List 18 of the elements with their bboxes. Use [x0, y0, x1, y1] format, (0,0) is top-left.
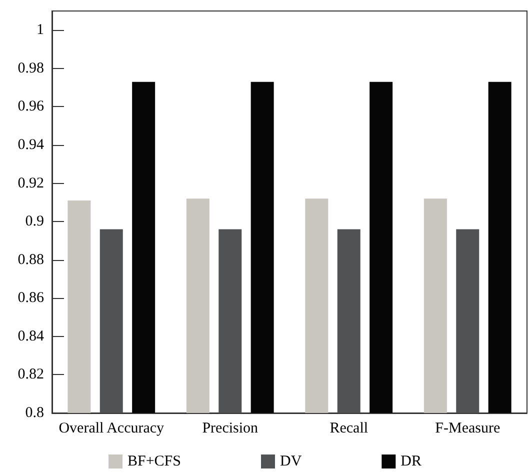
y-tick-label: 0.94: [18, 137, 44, 153]
y-tick-label: 0.88: [18, 252, 44, 268]
y-tick-label: 0.86: [18, 290, 44, 306]
y-tick-label: 1: [36, 22, 44, 38]
x-tick-label: Recall: [330, 420, 368, 436]
y-tick-label: 0.82: [18, 366, 44, 383]
legend-label: DR: [400, 454, 422, 470]
y-tick-label: 0.92: [18, 175, 44, 192]
y-tick-label: 0.8: [25, 405, 44, 421]
x-tick-label: F-Measure: [435, 420, 500, 436]
y-tick-label: 0.98: [18, 60, 44, 76]
y-tick-label: 0.96: [18, 98, 44, 115]
y-tick-label: 0.84: [18, 328, 44, 344]
x-tick-label: Precision: [202, 420, 259, 436]
y-tick-label: 0.9: [25, 214, 44, 230]
legend-label: DV: [280, 454, 302, 470]
x-tick-label: Overall Accuracy: [58, 420, 165, 436]
legend-label: BF+CFS: [128, 454, 181, 470]
